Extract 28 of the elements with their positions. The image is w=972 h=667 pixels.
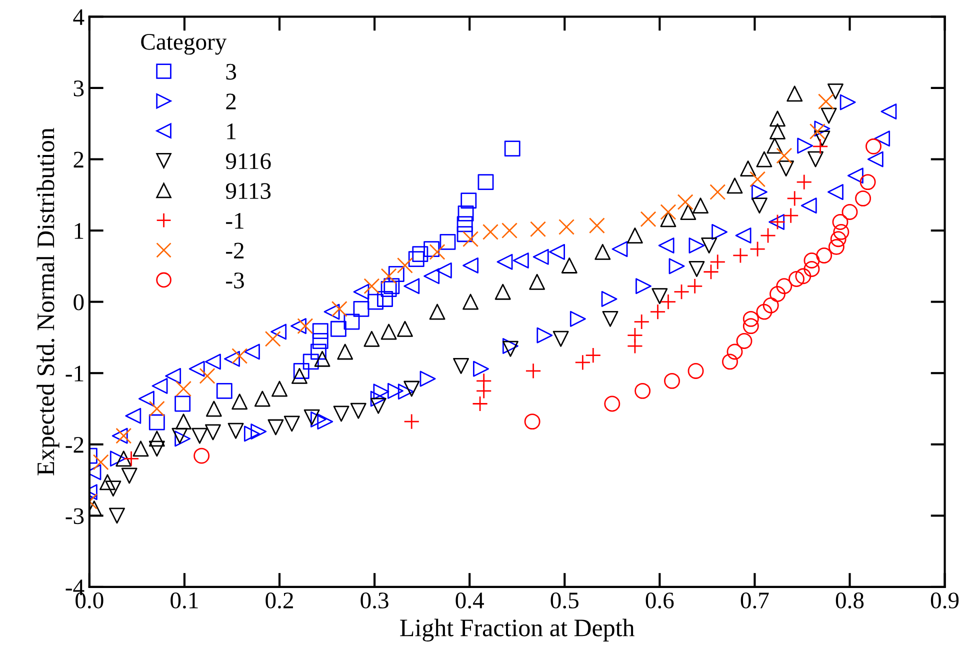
y-tick-label: -3 bbox=[66, 508, 84, 524]
y-tick-label: 1 bbox=[74, 223, 84, 239]
y-axis-title: Expected Std. Normal Distribution bbox=[36, 128, 60, 476]
y-tick-label: 3 bbox=[74, 80, 84, 96]
x-tick-label: 0.8 bbox=[836, 592, 864, 609]
x-tick-label: 0.1 bbox=[170, 592, 198, 609]
x-tick-label: 0.5 bbox=[550, 592, 578, 609]
x-tick-label: 0.7 bbox=[740, 592, 769, 609]
y-tick-label: -2 bbox=[66, 436, 84, 453]
x-axis-title: Light Fraction at Depth bbox=[400, 618, 634, 642]
x-tick-label: 0.2 bbox=[266, 592, 293, 609]
y-tick-label: 4 bbox=[73, 9, 84, 25]
y-tick-label: 2 bbox=[74, 152, 84, 168]
legend-label: -3 bbox=[226, 272, 244, 288]
x-tick-label: 0.6 bbox=[646, 592, 674, 609]
y-tick-label: 0 bbox=[74, 294, 84, 310]
legend-label: -2 bbox=[226, 242, 244, 258]
y-tick-label: -1 bbox=[66, 366, 84, 382]
legend-label: 2 bbox=[226, 94, 236, 110]
legend-label: 3 bbox=[226, 64, 236, 80]
x-tick-label: 0.4 bbox=[456, 592, 484, 609]
legend-label: 9116 bbox=[226, 153, 271, 170]
legend-label: 9113 bbox=[226, 183, 271, 199]
x-tick-label: 0.9 bbox=[930, 592, 959, 609]
legend-label: 1 bbox=[227, 124, 236, 140]
x-tick-label: 0.3 bbox=[360, 592, 388, 609]
legend-label: -1 bbox=[226, 212, 244, 229]
legend-title: Category bbox=[141, 34, 227, 55]
